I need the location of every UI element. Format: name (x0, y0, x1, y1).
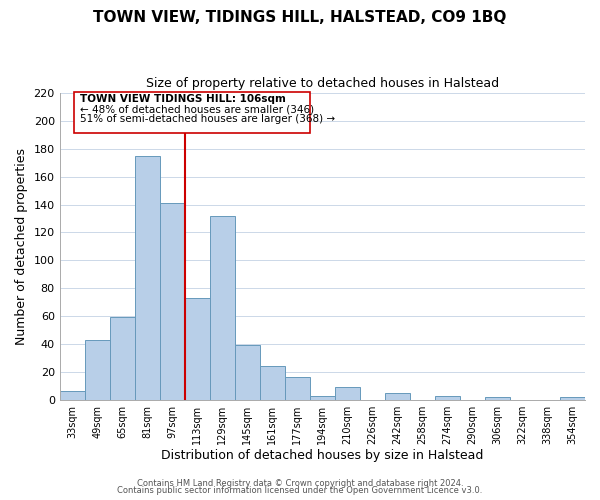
Bar (335, 387, 360, 400)
Bar (435, 396, 460, 400)
X-axis label: Distribution of detached houses by size in Halstead: Distribution of detached houses by size … (161, 450, 484, 462)
Bar (160, 203, 185, 400)
Title: Size of property relative to detached houses in Halstead: Size of property relative to detached ho… (146, 78, 499, 90)
FancyBboxPatch shape (74, 92, 310, 134)
Bar (85, 340, 110, 400)
Text: ← 48% of detached houses are smaller (346): ← 48% of detached houses are smaller (34… (80, 104, 314, 114)
Text: TOWN VIEW TIDINGS HILL: 106sqm: TOWN VIEW TIDINGS HILL: 106sqm (80, 94, 286, 104)
Bar (110, 318, 135, 400)
Text: Contains HM Land Registry data © Crown copyright and database right 2024.: Contains HM Land Registry data © Crown c… (137, 478, 463, 488)
Bar (310, 396, 335, 400)
Text: TOWN VIEW, TIDINGS HILL, HALSTEAD, CO9 1BQ: TOWN VIEW, TIDINGS HILL, HALSTEAD, CO9 1… (94, 10, 506, 25)
Text: 51% of semi-detached houses are larger (368) →: 51% of semi-detached houses are larger (… (80, 114, 335, 124)
Bar (135, 156, 160, 400)
Bar (260, 366, 285, 400)
Bar (560, 397, 585, 400)
Bar (485, 397, 510, 400)
Text: Contains public sector information licensed under the Open Government Licence v3: Contains public sector information licen… (118, 486, 482, 495)
Y-axis label: Number of detached properties: Number of detached properties (15, 148, 28, 345)
Bar (185, 298, 210, 400)
Bar (285, 378, 310, 400)
Bar (59, 392, 85, 400)
Bar (235, 346, 260, 400)
Bar (385, 392, 410, 400)
Bar (210, 216, 235, 400)
